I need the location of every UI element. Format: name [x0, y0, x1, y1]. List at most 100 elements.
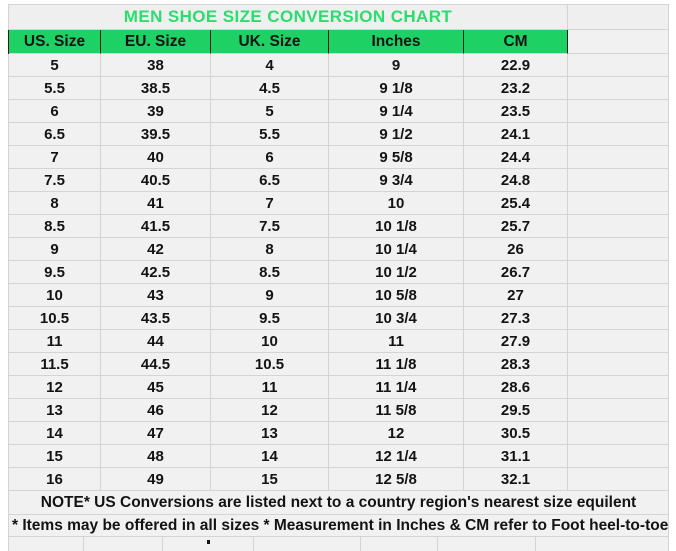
table-cell: 10	[211, 330, 329, 353]
table-cell: 31.1	[464, 445, 568, 468]
table-row: 11.5 44.5 10.5 11 1/8 28.3	[9, 353, 669, 376]
empty-cell	[361, 537, 438, 551]
table-row: 7.5 40.5 6.5 9 3/4 24.8	[9, 169, 669, 192]
table-cell: 9 3/4	[329, 169, 464, 192]
table-cell: 10	[9, 284, 101, 307]
table-cell: 38	[101, 54, 211, 77]
table-cell: 11 1/8	[329, 353, 464, 376]
empty-cell	[568, 238, 669, 261]
table-cell: 10.5	[211, 353, 329, 376]
table-cell: 10 5/8	[329, 284, 464, 307]
table-cell: 25.4	[464, 192, 568, 215]
clipped-text-fragment	[207, 540, 210, 544]
table-row: 9.5 42.5 8.5 10 1/2 26.7	[9, 261, 669, 284]
table-cell: 27.3	[464, 307, 568, 330]
table-cell: 24.4	[464, 146, 568, 169]
table-cell: 10 1/2	[329, 261, 464, 284]
table-cell: 44	[101, 330, 211, 353]
table-cell: 9.5	[211, 307, 329, 330]
table-cell: 12	[329, 422, 464, 445]
table-cell: 30.5	[464, 422, 568, 445]
table-row: 10.5 43.5 9.5 10 3/4 27.3	[9, 307, 669, 330]
table-cell: 40.5	[101, 169, 211, 192]
table-cell: 24.1	[464, 123, 568, 146]
table-cell: 23.2	[464, 77, 568, 100]
table-cell: 9 5/8	[329, 146, 464, 169]
table-cell: 28.6	[464, 376, 568, 399]
table-cell: 11 5/8	[329, 399, 464, 422]
table-cell: 26.7	[464, 261, 568, 284]
table-cell: 27.9	[464, 330, 568, 353]
empty-cell	[568, 284, 669, 307]
table-cell: 5	[9, 54, 101, 77]
table-cell: 10 1/8	[329, 215, 464, 238]
empty-cell	[9, 537, 84, 551]
table-row: 6 39 5 9 1/4 23.5	[9, 100, 669, 123]
table-cell: 11.5	[9, 353, 101, 376]
table-row: 13 46 12 11 5/8 29.5	[9, 399, 669, 422]
table-row: 5 38 4 9 22.9	[9, 54, 669, 77]
table-header-row: US. Size EU. Size UK. Size Inches CM	[8, 30, 669, 54]
table-cell: 8	[211, 238, 329, 261]
empty-cell	[568, 445, 669, 468]
empty-cell	[568, 30, 669, 54]
table-cell: 9	[329, 54, 464, 77]
table-cell: 12	[9, 376, 101, 399]
empty-cell	[568, 100, 669, 123]
table-cell: 12 5/8	[329, 468, 464, 491]
empty-cell	[568, 422, 669, 445]
table-cell: 24.8	[464, 169, 568, 192]
table-cell: 12 1/4	[329, 445, 464, 468]
table-cell: 10 1/4	[329, 238, 464, 261]
column-header-eu-size: EU. Size	[101, 30, 211, 54]
note-measurement: * Items may be offered in all sizes * Me…	[9, 515, 669, 537]
empty-cell	[536, 537, 669, 551]
table-cell: 38.5	[101, 77, 211, 100]
table-row: 9 42 8 10 1/4 26	[9, 238, 669, 261]
table-cell: 32.1	[464, 468, 568, 491]
table-cell: 39.5	[101, 123, 211, 146]
table-cell: 9 1/4	[329, 100, 464, 123]
table-cell: 10 3/4	[329, 307, 464, 330]
table-cell: 49	[101, 468, 211, 491]
table-row: 5.5 38.5 4.5 9 1/8 23.2	[9, 77, 669, 100]
table-cell: 44.5	[101, 353, 211, 376]
empty-cell	[568, 399, 669, 422]
table-cell: 27	[464, 284, 568, 307]
table-cell: 41	[101, 192, 211, 215]
table-cell: 25.7	[464, 215, 568, 238]
title-row: MEN SHOE SIZE CONVERSION CHART	[9, 5, 669, 30]
table-cell: 8	[9, 192, 101, 215]
table-cell: 15	[9, 445, 101, 468]
table-cell: 14	[211, 445, 329, 468]
table-cell: 42.5	[101, 261, 211, 284]
table-cell: 29.5	[464, 399, 568, 422]
table-cell: 4.5	[211, 77, 329, 100]
table-cell: 5.5	[211, 123, 329, 146]
table-row: 15 48 14 12 1/4 31.1	[9, 445, 669, 468]
table-cell: 11	[9, 330, 101, 353]
empty-cell	[568, 330, 669, 353]
table-cell: 6	[211, 146, 329, 169]
table-row: 10 43 9 10 5/8 27	[9, 284, 669, 307]
empty-cell	[568, 77, 669, 100]
empty-cell	[568, 5, 669, 30]
table-cell: 46	[101, 399, 211, 422]
table-cell: 45	[101, 376, 211, 399]
table-cell: 6.5	[211, 169, 329, 192]
table-row: 6.5 39.5 5.5 9 1/2 24.1	[9, 123, 669, 146]
table-cell: 39	[101, 100, 211, 123]
table-cell: 13	[9, 399, 101, 422]
column-header-uk-size: UK. Size	[211, 30, 329, 54]
table-row: 8 41 7 10 25.4	[9, 192, 669, 215]
table-cell: 15	[211, 468, 329, 491]
table-cell: 11	[329, 330, 464, 353]
conversion-chart-table: MEN SHOE SIZE CONVERSION CHART US. Size …	[8, 4, 669, 551]
table-cell: 9 1/8	[329, 77, 464, 100]
table-cell: 47	[101, 422, 211, 445]
empty-cell	[568, 215, 669, 238]
table-cell: 5.5	[9, 77, 101, 100]
column-header-us-size: US. Size	[9, 30, 101, 54]
table-cell: 11	[211, 376, 329, 399]
page-title: MEN SHOE SIZE CONVERSION CHART	[9, 5, 568, 30]
